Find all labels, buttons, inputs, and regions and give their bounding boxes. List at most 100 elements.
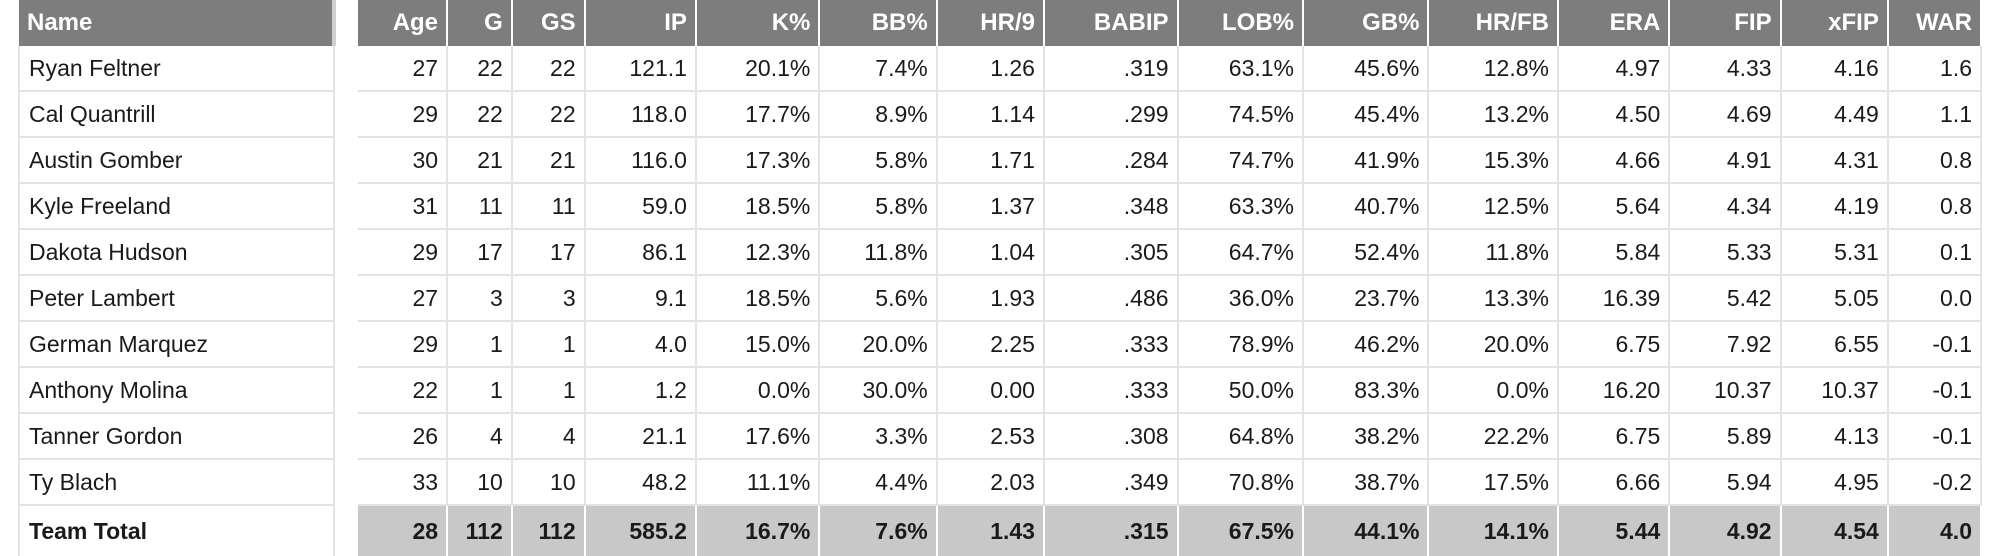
team-total-label: Team Total xyxy=(18,505,335,556)
cell-gs: 1 xyxy=(511,367,586,414)
cell-g: 1 xyxy=(447,367,513,414)
cell-era: 16.39 xyxy=(1557,275,1671,322)
column-header-k[interactable]: K% xyxy=(695,0,821,46)
cell-gb: 41.9% xyxy=(1303,137,1430,184)
cell-ip: 59.0 xyxy=(584,183,697,230)
cell-bb: 5.8% xyxy=(819,137,938,184)
name-column-header[interactable]: Name xyxy=(19,0,336,46)
cell-k: 17.3% xyxy=(695,137,821,184)
cell-hr-9: 0.00 xyxy=(936,367,1045,414)
cell-hr-fb: 11.8% xyxy=(1428,229,1559,276)
total-row-name: Team Total xyxy=(18,505,335,556)
cell-gs: 22 xyxy=(511,91,586,138)
cell-gb: 45.4% xyxy=(1303,91,1430,138)
cell-gb: 38.2% xyxy=(1303,413,1430,460)
cell-ip: 4.0 xyxy=(584,321,697,368)
cell-hr-fb: 14.1% xyxy=(1428,505,1559,556)
cell-gb: 46.2% xyxy=(1303,321,1430,368)
cell-hr-9: 1.93 xyxy=(936,275,1045,322)
cell-bb: 3.3% xyxy=(819,413,938,460)
table-row: 27 3 3 9.1 18.5% 5.6% 1.93.486 36.0% 23.7% 13.3% 1… xyxy=(358,275,1983,322)
cell-gs: 3 xyxy=(511,275,586,322)
cell-g: 1 xyxy=(447,321,513,368)
table-row-name: Tanner Gordon xyxy=(18,413,335,460)
player-name[interactable]: Anthony Molina xyxy=(18,367,335,414)
cell-hr-fb: 0.0% xyxy=(1428,367,1559,414)
cell-era: 5.64 xyxy=(1557,183,1671,230)
cell-hr-9: 1.04 xyxy=(936,229,1045,276)
table-row-name: Anthony Molina xyxy=(18,367,335,414)
column-header-gb[interactable]: GB% xyxy=(1303,0,1430,46)
column-header-xfip[interactable]: xFIP xyxy=(1780,0,1889,46)
player-name[interactable]: Dakota Hudson xyxy=(18,229,335,276)
cell-era: 5.84 xyxy=(1557,229,1671,276)
cell-lob: 67.5% xyxy=(1177,505,1305,556)
column-header-g[interactable]: G xyxy=(447,0,513,46)
cell-xfip: 4.13 xyxy=(1780,413,1889,460)
cell-ip: 121.1 xyxy=(584,46,697,92)
cell-bb: 7.6% xyxy=(819,505,938,556)
column-header-ip[interactable]: IP xyxy=(584,0,697,46)
column-header-war[interactable]: WAR xyxy=(1887,0,1983,46)
player-name[interactable]: Ryan Feltner xyxy=(18,46,335,92)
table-row-name: Kyle Freeland xyxy=(18,183,335,230)
cell-bb: 8.9% xyxy=(819,91,938,138)
player-name[interactable]: Peter Lambert xyxy=(18,275,335,322)
cell-g: 3 xyxy=(447,275,513,322)
cell-g: 22 xyxy=(447,91,513,138)
cell-hr-9: 1.14 xyxy=(936,91,1045,138)
table-row-name: Peter Lambert xyxy=(18,275,335,322)
cell-era: 4.66 xyxy=(1557,137,1671,184)
cell-lob: 50.0% xyxy=(1177,367,1305,414)
cell-era: 5.44 xyxy=(1557,505,1671,556)
cell-gs: 10 xyxy=(511,459,586,506)
cell-xfip: 4.54 xyxy=(1780,505,1889,556)
column-header-hr-9[interactable]: HR/9 xyxy=(936,0,1045,46)
cell-ip: 9.1 xyxy=(584,275,697,322)
cell-era: 6.66 xyxy=(1557,459,1671,506)
player-name[interactable]: Tanner Gordon xyxy=(18,413,335,460)
stats-table: Age G GS IP K% BB% HR/9 BABIP LOB% GB% HR/FB ERA FIP… xyxy=(358,0,1983,556)
column-header-babip[interactable]: BABIP xyxy=(1043,0,1179,46)
cell-hr-fb: 13.3% xyxy=(1428,275,1559,322)
cell-gs: 112 xyxy=(511,505,586,556)
player-name[interactable]: Cal Quantrill xyxy=(18,91,335,138)
column-header-bb[interactable]: BB% xyxy=(819,0,938,46)
cell-hr-9: 2.53 xyxy=(936,413,1045,460)
cell-age: 29 xyxy=(358,229,449,276)
player-name[interactable]: Kyle Freeland xyxy=(18,183,335,230)
cell-g: 17 xyxy=(447,229,513,276)
column-header-era[interactable]: ERA xyxy=(1557,0,1671,46)
cell-gs: 17 xyxy=(511,229,586,276)
cell-bb: 7.4% xyxy=(819,46,938,92)
column-header-age[interactable]: Age xyxy=(358,0,449,46)
cell-war: 0.0 xyxy=(1887,275,1983,322)
table-row: 29 22 22 118.0 17.7% 8.9% 1.14.299 74.5% 45.4% 13… xyxy=(358,91,1983,138)
table-row-name: Cal Quantrill xyxy=(18,91,335,138)
cell-gb: 40.7% xyxy=(1303,183,1430,230)
frozen-column-divider xyxy=(336,0,358,543)
table-row-name: German Marquez xyxy=(18,321,335,368)
cell-hr-9: 2.25 xyxy=(936,321,1045,368)
column-header-fip[interactable]: FIP xyxy=(1669,0,1782,46)
player-name[interactable]: Austin Gomber xyxy=(18,137,335,184)
table-row: 27 22 22 121.1 20.1% 7.4% 1.26.319 63.1% 45.6% 12… xyxy=(358,46,1983,92)
player-name[interactable]: German Marquez xyxy=(18,321,335,368)
cell-lob: 64.8% xyxy=(1177,413,1305,460)
cell-age: 29 xyxy=(358,321,449,368)
player-name[interactable]: Ty Blach xyxy=(18,459,335,506)
column-header-gs[interactable]: GS xyxy=(511,0,586,46)
cell-gb: 83.3% xyxy=(1303,367,1430,414)
cell-xfip: 6.55 xyxy=(1780,321,1889,368)
cell-hr-9: 1.43 xyxy=(936,505,1045,556)
column-header-hr-fb[interactable]: HR/FB xyxy=(1428,0,1559,46)
cell-lob: 78.9% xyxy=(1177,321,1305,368)
table-row-name: Dakota Hudson xyxy=(18,229,335,276)
cell-gs: 21 xyxy=(511,137,586,184)
cell-babip: .299 xyxy=(1043,91,1179,138)
column-header-lob[interactable]: LOB% xyxy=(1177,0,1305,46)
cell-era: 16.20 xyxy=(1557,367,1671,414)
cell-era: 6.75 xyxy=(1557,321,1671,368)
cell-war: -0.1 xyxy=(1887,321,1983,368)
cell-fip: 10.37 xyxy=(1669,367,1782,414)
